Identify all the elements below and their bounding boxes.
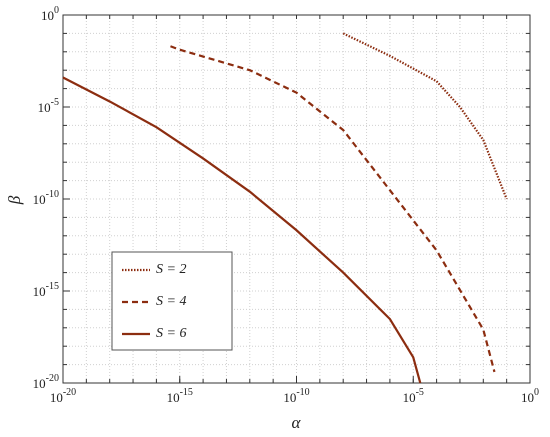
- tick-label-exponent: -5: [416, 387, 424, 398]
- tick-label-exponent: -5: [51, 97, 59, 108]
- tick-label: 100: [41, 5, 59, 23]
- tick-label-exponent: -15: [180, 387, 193, 398]
- y-axis-label: β: [5, 195, 24, 205]
- tick-label: 10-5: [403, 387, 424, 405]
- tick-label-exponent: -10: [296, 387, 309, 398]
- tick-label: 10-20: [33, 373, 59, 391]
- tick-label: 10-10: [283, 387, 309, 405]
- tick-label: 10-20: [50, 387, 76, 405]
- tick-label-base: 10: [33, 376, 46, 391]
- tick-label-exponent: -10: [46, 189, 59, 200]
- tick-label-exponent: -20: [46, 373, 59, 384]
- tick-label-base: 10: [41, 8, 54, 23]
- plot-frame: [62, 14, 531, 384]
- tick-label: 10-15: [167, 387, 193, 405]
- tick-label-exponent: 0: [534, 387, 539, 398]
- series-line: [170, 45, 496, 373]
- legend-entry: S = 2: [156, 262, 186, 277]
- legend-entry: S = 4: [156, 294, 186, 309]
- tick-label-base: 10: [521, 390, 534, 405]
- legend-entry: S = 6: [156, 326, 186, 341]
- tick-label-base: 10: [33, 192, 46, 207]
- series-line: [342, 32, 508, 200]
- tick-label: 10-15: [33, 281, 59, 299]
- tick-label: 10-10: [33, 189, 59, 207]
- tick-label-base: 10: [38, 100, 51, 115]
- tick-label-base: 10: [33, 284, 46, 299]
- tick-label-base: 10: [50, 390, 63, 405]
- x-axis-label: α: [292, 413, 302, 432]
- tick-label-base: 10: [283, 390, 296, 405]
- tick-label-exponent: 0: [54, 5, 59, 16]
- series-line: [62, 76, 422, 384]
- tick-label-exponent: -20: [63, 387, 76, 398]
- tick-label-base: 10: [403, 390, 416, 405]
- tick-label: 10-5: [38, 97, 59, 115]
- tick-label: 100: [521, 387, 539, 405]
- tick-label-exponent: -15: [46, 281, 59, 292]
- tick-label-base: 10: [167, 390, 180, 405]
